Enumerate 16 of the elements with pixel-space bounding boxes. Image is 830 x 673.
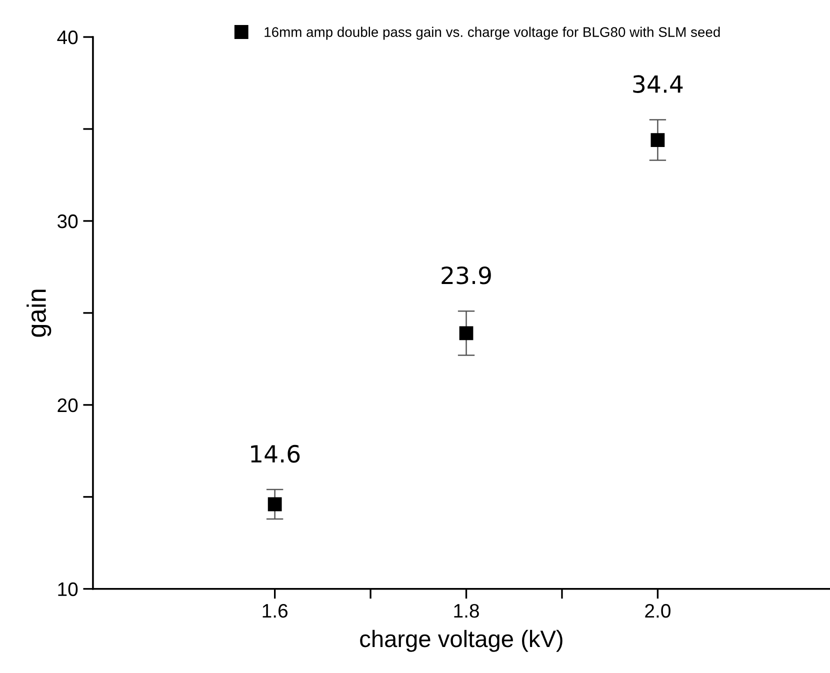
legend-label: 16mm amp double pass gain vs. charge voltage for BLG80 with SLM seed — [264, 26, 720, 40]
x-tick-label: 2.0 — [645, 604, 670, 618]
y-tick-label: 20 — [58, 398, 78, 412]
point — [650, 133, 665, 147]
x-tick-label: 1.8 — [454, 604, 479, 618]
x-tick-label: 1.6 — [262, 604, 288, 618]
data-label: 23.9 — [442, 266, 491, 284]
point — [268, 497, 282, 512]
x-axis-title: charge voltage (kV) — [360, 630, 562, 652]
point — [459, 326, 474, 340]
y-tick-label: 40 — [57, 30, 78, 44]
y-tick-label: 10 — [58, 582, 78, 596]
data-label: 34.4 — [633, 75, 683, 93]
y-axis-title: gain — [26, 290, 52, 337]
data-label: 14.6 — [251, 444, 300, 463]
y-tick-label: 30 — [57, 214, 78, 228]
